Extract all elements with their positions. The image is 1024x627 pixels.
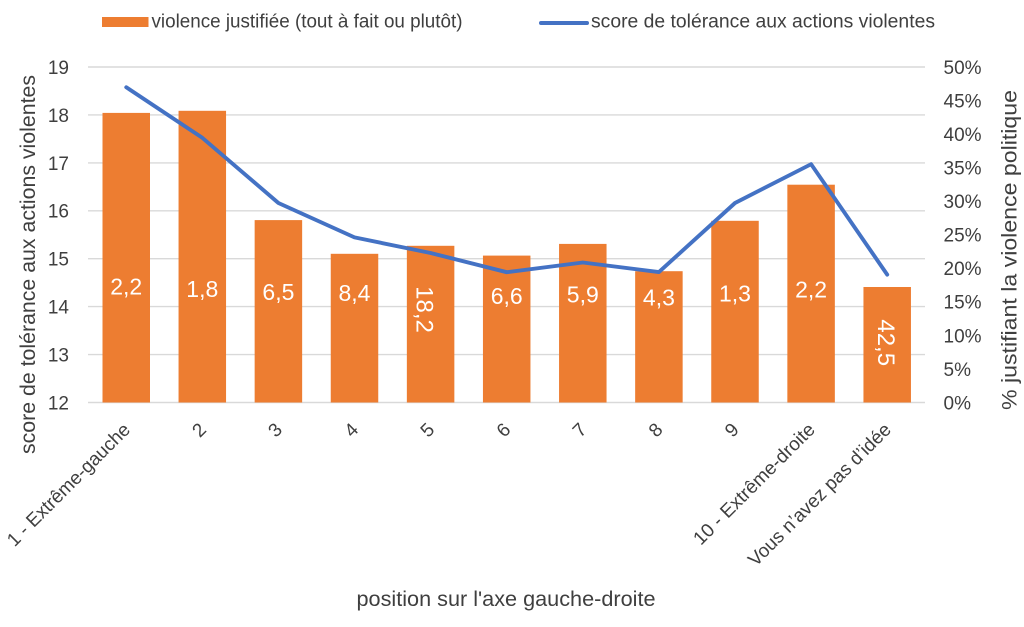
svg-text:25%: 25% [944,226,982,247]
svg-text:10%: 10% [944,326,982,347]
svg-text:score de tolérance aux actions: score de tolérance aux actions violentes [17,75,40,454]
svg-text:16: 16 [48,202,69,223]
svg-text:45%: 45% [944,92,982,113]
svg-text:20%: 20% [944,259,982,280]
svg-text:1,3: 1,3 [719,281,751,307]
svg-text:score de tolérance aux actions: score de tolérance aux actions violentes [591,11,935,32]
svg-text:30%: 30% [944,192,982,213]
svg-text:15%: 15% [944,293,982,314]
svg-text:40%: 40% [944,125,982,146]
svg-text:0%: 0% [944,393,972,414]
svg-text:6,6: 6,6 [491,283,523,309]
svg-text:6,5: 6,5 [262,279,294,305]
svg-text:position sur l'axe gauche-droi: position sur l'axe gauche-droite [357,588,656,611]
svg-text:42,5: 42,5 [872,319,899,366]
svg-text:2,2: 2,2 [795,277,827,303]
svg-text:% justifiant la violence polit: % justifiant la violence politique [998,90,1021,410]
svg-text:5,9: 5,9 [567,282,599,308]
svg-text:35%: 35% [944,159,982,180]
svg-text:15: 15 [48,250,69,271]
svg-text:14: 14 [48,298,70,319]
svg-text:18: 18 [48,106,69,127]
svg-text:8,4: 8,4 [339,280,371,306]
svg-text:2,2: 2,2 [110,274,142,300]
svg-text:12: 12 [48,393,69,414]
svg-text:violence justifiée (tout à fai: violence justifiée (tout à fait ou plutô… [152,11,463,32]
svg-text:19: 19 [48,58,69,79]
svg-text:4,3: 4,3 [643,284,675,310]
svg-text:5%: 5% [944,360,972,381]
svg-text:1,8: 1,8 [186,276,218,302]
svg-text:17: 17 [48,154,69,175]
svg-text:18,2: 18,2 [411,286,438,333]
svg-text:13: 13 [48,346,69,367]
svg-text:50%: 50% [944,58,982,79]
